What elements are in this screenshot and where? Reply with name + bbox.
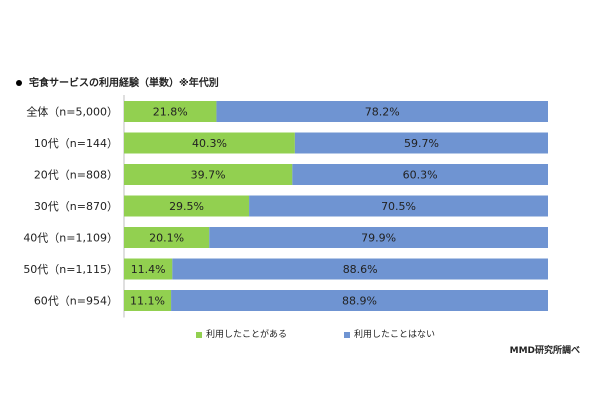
bar-segment-used	[124, 258, 173, 280]
category-label: 30代（n=870）	[34, 200, 118, 213]
category-label: 40代（n=1,109）	[23, 232, 118, 245]
bar-segment-not-used	[292, 164, 548, 185]
bar-segment-used	[124, 101, 217, 122]
bar-segment-used	[124, 164, 293, 185]
data-label: 11.1%	[130, 295, 165, 308]
bar-segment-not-used	[216, 101, 548, 122]
legend-swatch-not-used	[344, 331, 350, 338]
chart-title: 宅食サービスの利用経験（単数）※年代別	[16, 74, 219, 89]
data-label: 39.7%	[191, 169, 226, 182]
legend-swatch-used	[196, 331, 202, 338]
data-label: 88.6%	[343, 263, 378, 276]
legend-label-used: 利用したことがある	[206, 330, 288, 340]
legend-label-not-used: 利用したことはない	[354, 330, 436, 340]
category-label: 60代（n=954）	[34, 295, 118, 308]
bar-segment-not-used	[294, 132, 548, 154]
bar-segment-not-used	[171, 290, 548, 311]
bar-segment-used	[124, 132, 295, 154]
data-label: 20.1%	[149, 232, 184, 245]
data-label: 11.4%	[131, 263, 166, 276]
legend-item-not-used: 利用したことはない	[344, 327, 435, 340]
category-label: 10代（n=144）	[34, 137, 118, 150]
bar-segment-not-used	[249, 195, 548, 217]
category-label: 20代（n=808）	[34, 169, 118, 182]
bar-segment-used	[124, 290, 172, 311]
source-credit: MMD研究所調べ	[509, 346, 580, 356]
chart-title-text: 宅食サービスの利用経験（単数）※年代別	[29, 78, 219, 89]
category-label: 50代（n=1,115）	[23, 263, 118, 276]
data-label: 29.5%	[169, 200, 204, 213]
legend-item-used: 利用したことがある	[196, 327, 287, 340]
data-label: 40.3%	[192, 137, 227, 150]
data-label: 60.3%	[403, 169, 438, 182]
bar-segment-used	[124, 227, 210, 248]
bullet-icon	[16, 80, 22, 86]
bar-segment-used	[124, 195, 250, 217]
category-label: 全体（n=5,000）	[26, 105, 118, 119]
data-label: 88.9%	[342, 295, 377, 308]
bar-segment-not-used	[209, 227, 548, 248]
data-label: 21.8%	[153, 106, 188, 119]
bar-segment-not-used	[172, 258, 548, 280]
data-label: 79.9%	[361, 232, 396, 245]
data-label: 78.2%	[365, 106, 400, 119]
data-label: 59.7%	[404, 137, 439, 150]
data-label: 70.5%	[381, 200, 416, 213]
